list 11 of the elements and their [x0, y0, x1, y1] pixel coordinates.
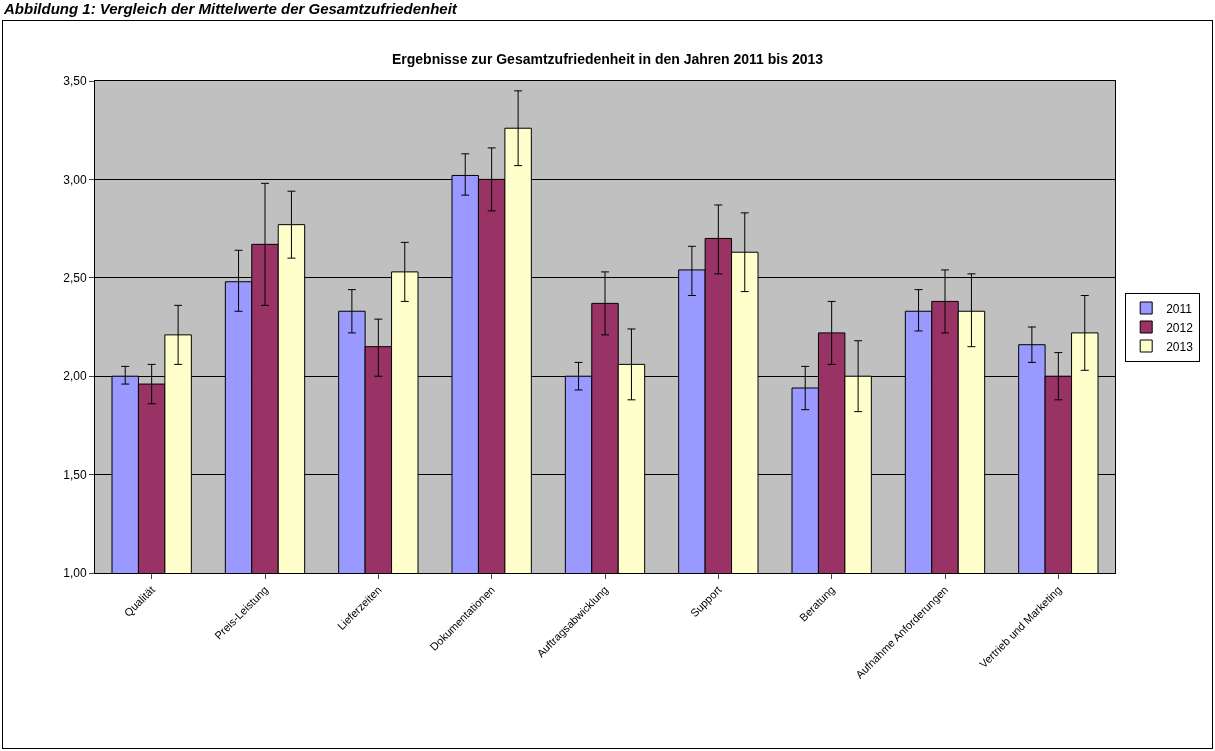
legend-label: 2013 [1166, 339, 1194, 354]
legend-label: 2011 [1166, 301, 1193, 316]
legend-label: 2012 [1166, 320, 1194, 335]
y-tick-label: 2,50 [63, 271, 87, 285]
chart-title: Ergebnisse zur Gesamtzufriedenheit in den Jahren 2011 bis 2013 [391, 50, 824, 67]
y-tick-label: 2,00 [63, 369, 87, 384]
y-tick-label: 3,50 [63, 74, 87, 89]
y-tick-label: 1,50 [63, 467, 87, 482]
text: Abbildung 1: Vergleich der Mittelwerte der Gesamtzufriedenheit [4, 0, 457, 17]
y-tick-label: 3,00 [63, 172, 87, 187]
y-tick-label: 1,00 [63, 566, 87, 581]
